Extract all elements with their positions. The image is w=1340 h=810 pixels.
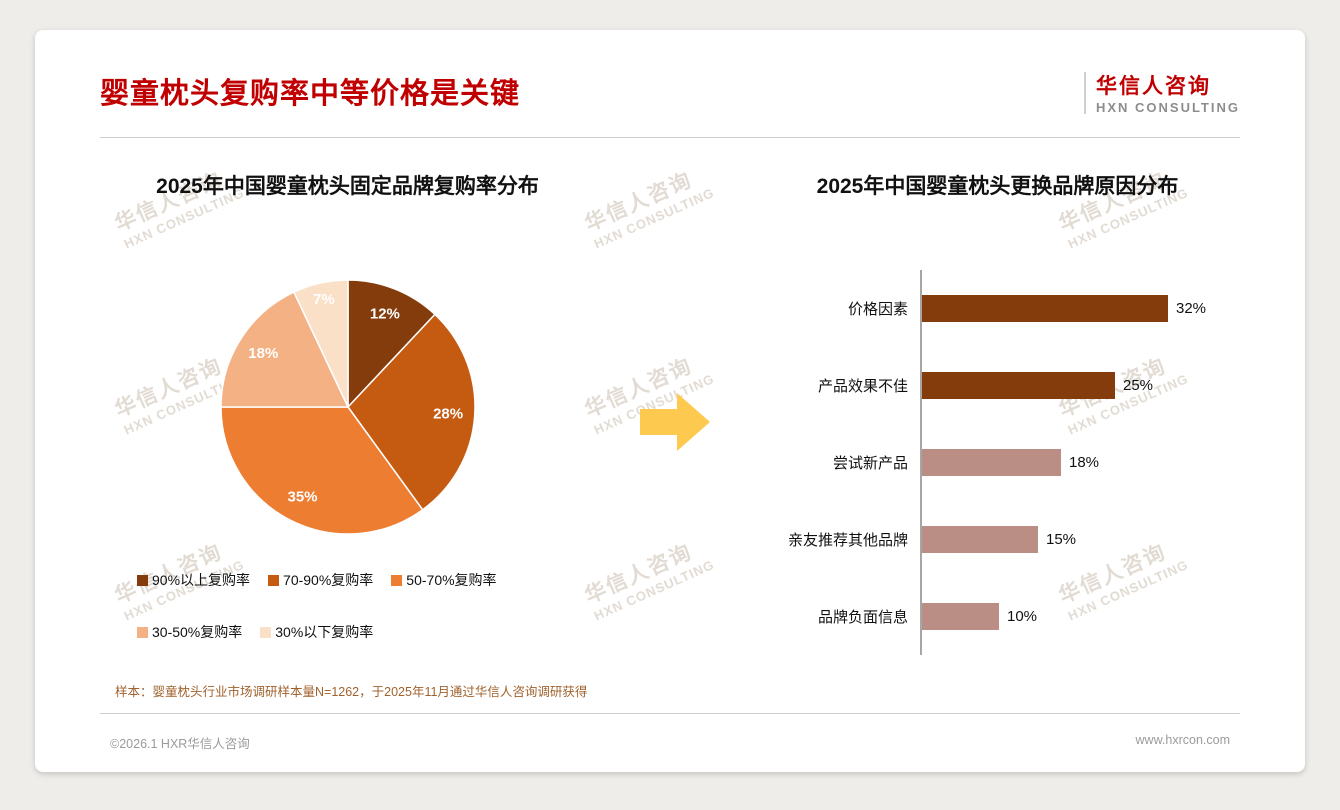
bar-row: 品牌负面信息 10% xyxy=(730,578,1265,655)
logo-name-cn: 华信人咨询 xyxy=(1095,75,1211,98)
footer: ©2026.1 HXR华信人咨询 www.hxrcon.com xyxy=(35,733,1305,752)
pie-slice-label: 12% xyxy=(369,306,399,323)
legend-swatch xyxy=(137,626,148,638)
bar xyxy=(922,603,999,630)
bar-category-label: 亲友推荐其他品牌 xyxy=(787,532,908,549)
bar-category-label: 价格因素 xyxy=(847,301,908,318)
bar-value-label: 10% xyxy=(1007,608,1038,625)
bar-category-label: 品牌负面信息 xyxy=(817,609,908,626)
charts-area: 2025年中国婴童枕头固定品牌复购率分布 12% 28% 35% 18% 7% 90%以… xyxy=(35,138,1305,655)
pie-chart: 12% 28% 35% 18% 7% xyxy=(219,279,476,535)
sample-note: 样本：婴童枕头行业市场调研样本量N=1262，于2025年11月通过华信人咨询调… xyxy=(115,685,588,699)
legend-swatch xyxy=(391,574,403,586)
logo-divider xyxy=(1083,71,1086,114)
legend-item: 30-50%复购率 xyxy=(137,622,242,642)
bar-value-label: 18% xyxy=(1069,454,1100,471)
slide-content: 婴童枕头复购率中等价格是关键 华信人咨询 HXN CONSULTING 2025… xyxy=(35,30,1305,772)
bar xyxy=(922,372,1115,399)
pie-slice-label: 7% xyxy=(313,291,335,308)
bar-category-label: 产品效果不佳 xyxy=(817,378,908,395)
bar-category-label: 尝试新产品 xyxy=(832,455,908,472)
bar-chart: 价格因素 32% 产品效果不佳 25% 尝试新产品 18% 亲友推荐其他品牌 15% 品牌负面信… xyxy=(730,270,1265,655)
pie-slice-label: 28% xyxy=(433,405,463,422)
legend-label: 30%以下复购率 xyxy=(275,624,374,640)
legend-item: 70-90%复购率 xyxy=(268,570,373,590)
bar-chart-title: 2025年中国婴童枕头更换品牌原因分布 xyxy=(816,175,1179,198)
bar-track: 25% xyxy=(920,347,1265,424)
pie-slice xyxy=(346,313,476,511)
bar xyxy=(922,449,1061,476)
logo-text: 华信人咨询 HXN CONSULTING xyxy=(1096,70,1240,115)
pie-chart-section: 2025年中国婴童枕头固定品牌复购率分布 12% 28% 35% 18% 7% 90%以… xyxy=(75,170,620,655)
bar-row: 价格因素 32% xyxy=(730,270,1265,347)
bar-value-label: 32% xyxy=(1176,300,1207,317)
bar-track: 32% xyxy=(920,270,1265,347)
bar-row: 尝试新产品 18% xyxy=(730,424,1265,501)
legend-label: 50-70%复购率 xyxy=(406,572,497,588)
bar-track: 10% xyxy=(920,578,1265,655)
logo: 华信人咨询 HXN CONSULTING xyxy=(1083,70,1240,115)
bar-chart-section: 2025年中国婴童枕头更换品牌原因分布 价格因素 32% 产品效果不佳 25% 尝试新产… xyxy=(730,170,1265,655)
bar-row: 亲友推荐其他品牌 15% xyxy=(730,501,1265,578)
header-divider xyxy=(100,137,1240,138)
footer-divider xyxy=(100,713,1240,714)
bar-value-label: 25% xyxy=(1123,377,1154,394)
bar-value-label: 15% xyxy=(1046,531,1077,548)
pie-chart-title: 2025年中国婴童枕头固定品牌复购率分布 xyxy=(156,175,539,198)
bar-track: 15% xyxy=(920,501,1265,578)
website-text: www.hxrcon.com xyxy=(1135,733,1230,747)
arrow-right-icon xyxy=(640,393,710,451)
pie-legend: 90%以上复购率 70-90%复购率 50-70%复购率 30-50%复购率 30%以下… xyxy=(137,570,607,642)
arrow-column xyxy=(620,170,730,655)
pie-slice xyxy=(346,279,436,409)
pie-slice-label: 18% xyxy=(248,345,278,362)
bar-track: 18% xyxy=(920,424,1265,501)
legend-item: 90%以上复购率 xyxy=(137,570,250,590)
pie-slice xyxy=(219,406,424,535)
pie-slice-label: 35% xyxy=(287,488,317,505)
bar xyxy=(922,295,1168,322)
legend-label: 30-50%复购率 xyxy=(152,624,243,640)
pie-slice xyxy=(219,291,349,408)
legend-label: 70-90%复购率 xyxy=(283,572,374,588)
pie-slice xyxy=(292,279,349,408)
slide-card: 华信人咨询 HXN CONSULTING 华信人咨询 HXN CONSULTING 华信… xyxy=(35,30,1305,772)
bar-row: 产品效果不佳 25% xyxy=(730,347,1265,424)
legend-swatch xyxy=(268,574,280,586)
legend-item: 30%以下复购率 xyxy=(260,622,373,642)
bar xyxy=(922,526,1038,553)
header: 婴童枕头复购率中等价格是关键 华信人咨询 HXN CONSULTING xyxy=(35,30,1305,115)
logo-name-en: HXN CONSULTING xyxy=(1095,100,1240,115)
page-title: 婴童枕头复购率中等价格是关键 xyxy=(100,78,521,110)
copyright-text: ©2026.1 HXR华信人咨询 xyxy=(110,737,250,751)
legend-swatch xyxy=(137,574,148,586)
legend-label: 90%以上复购率 xyxy=(152,572,251,588)
legend-item: 50-70%复购率 xyxy=(391,570,497,590)
legend-swatch xyxy=(260,626,272,638)
